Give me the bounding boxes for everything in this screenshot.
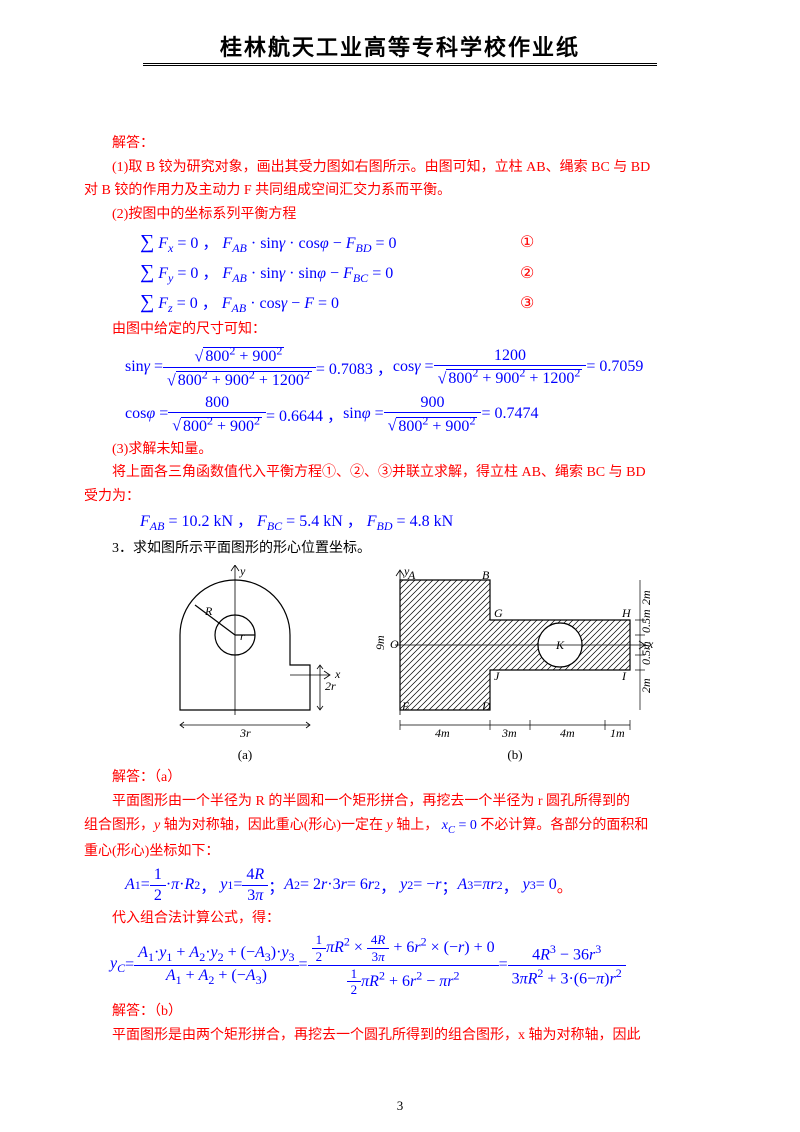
- page-number: 3: [0, 1098, 800, 1114]
- para-a4: 代入组合法计算公式，得：: [70, 908, 730, 930]
- svg-text:3m: 3m: [501, 726, 517, 740]
- svg-text:0.5m: 0.5m: [639, 641, 653, 665]
- header-title: 桂林航天工业高等专科学校作业纸: [220, 35, 580, 60]
- svg-text:O: O: [390, 637, 399, 651]
- svg-text:R: R: [204, 604, 213, 618]
- svg-text:9m: 9m: [373, 635, 387, 650]
- trig-row-1: sinγ = √8002 + 9002 √8002 + 9002 + 12002…: [70, 344, 730, 390]
- equation-2: ∑ Fy = 0 ， FAB · sinγ · sinφ − FBC = 0 ②: [70, 259, 730, 286]
- equation-3: ∑ Fz = 0 ， FAB · cosγ − F = 0 ③: [70, 289, 730, 316]
- results: FAB = 10.2 kN ， FBC = 5.4 kN ， FBD = 4.8…: [70, 510, 730, 536]
- circle-3: ③: [480, 293, 534, 313]
- svg-text:0.5m: 0.5m: [639, 609, 653, 633]
- svg-text:J: J: [494, 669, 500, 683]
- svg-text:4m: 4m: [435, 726, 450, 740]
- svg-text:1m: 1m: [610, 726, 625, 740]
- diagram-a: y x R r 3r 2r (a): [140, 565, 350, 763]
- svg-text:y: y: [403, 565, 410, 578]
- answer-b: 解答：（b）: [70, 1001, 730, 1023]
- question-3: 3．求如图所示平面图形的形心位置坐标。: [70, 538, 730, 560]
- trig-row-2: cosφ = 800 √8002 + 9002 = 0.6644 ， sinφ …: [70, 393, 730, 436]
- para-3c: 受力为：: [70, 486, 730, 508]
- svg-text:4m: 4m: [560, 726, 575, 740]
- svg-text:K: K: [555, 638, 565, 652]
- answer-label: 解答：: [70, 133, 730, 155]
- content-body: 解答： (1)取 B 铰为研究对象，画出其受力图如右图所示。由图可知，立柱 AB…: [70, 133, 730, 1046]
- page-header: 桂林航天工业高等专科学校作业纸: [143, 30, 658, 73]
- para-3: (3)求解未知量。: [70, 439, 730, 461]
- para-1b: 对 B 铰的作用力及主动力 F 共同组成空间汇交力系而平衡。: [70, 180, 730, 202]
- dim-intro: 由图中给定的尺寸可知：: [70, 319, 730, 341]
- para-2: (2)按图中的坐标系列平衡方程: [70, 204, 730, 226]
- svg-text:2r: 2r: [325, 679, 336, 693]
- yc-equation: yC = A1·y1 + A2·y2 + (−A3)·y3 A1 + A2 + …: [70, 932, 730, 997]
- diagrams: y x R r 3r 2r (a): [70, 565, 730, 763]
- para-a3: 重心(形心)坐标如下：: [70, 841, 730, 863]
- para-a1: 平面图形由一个半径为 R 的半圆和一个矩形拼合，再挖去一个半径为 r 圆孔所得到…: [70, 791, 730, 813]
- para-1: (1)取 B 铰为研究对象，画出其受力图如右图所示。由图可知，立柱 AB、绳索 …: [70, 157, 730, 179]
- svg-text:H: H: [621, 606, 632, 620]
- svg-text:B: B: [482, 568, 490, 582]
- svg-text:2m: 2m: [639, 590, 653, 605]
- svg-text:3r: 3r: [239, 726, 251, 740]
- area-equations: A1 = 12 · π · R2， y1 = 4R3π ；A2 = 2r·3r …: [70, 865, 730, 904]
- diagram-b: AB GH K JI ED O xy 4m3m 4m1m 9m 2m 0.5m …: [370, 565, 660, 763]
- svg-text:y: y: [239, 565, 246, 578]
- diag-a-label: (a): [238, 747, 252, 763]
- para-a2: 组合图形，y 轴为对称轴，因此重心(形心)一定在 y 轴上， xC = 0 不必…: [70, 815, 730, 839]
- circle-1: ①: [480, 232, 534, 252]
- svg-text:E: E: [401, 699, 410, 713]
- svg-text:G: G: [494, 606, 503, 620]
- diag-b-label: (b): [507, 747, 522, 763]
- svg-text:D: D: [481, 699, 491, 713]
- svg-text:2m: 2m: [639, 678, 653, 693]
- svg-text:I: I: [621, 669, 627, 683]
- answer-a: 解答：（a）: [70, 767, 730, 789]
- para-3b: 将上面各三角函数值代入平衡方程①、②、③并联立求解，得立柱 AB、绳索 BC 与…: [70, 462, 730, 484]
- circle-2: ②: [480, 263, 534, 283]
- svg-text:r: r: [240, 629, 245, 643]
- para-b1: 平面图形是由两个矩形拼合，再挖去一个圆孔所得到的组合图形，x 轴为对称轴，因此: [70, 1025, 730, 1047]
- equation-1: ∑ Fx = 0 ， FAB · sinγ · cosφ − FBD = 0 ①: [70, 229, 730, 256]
